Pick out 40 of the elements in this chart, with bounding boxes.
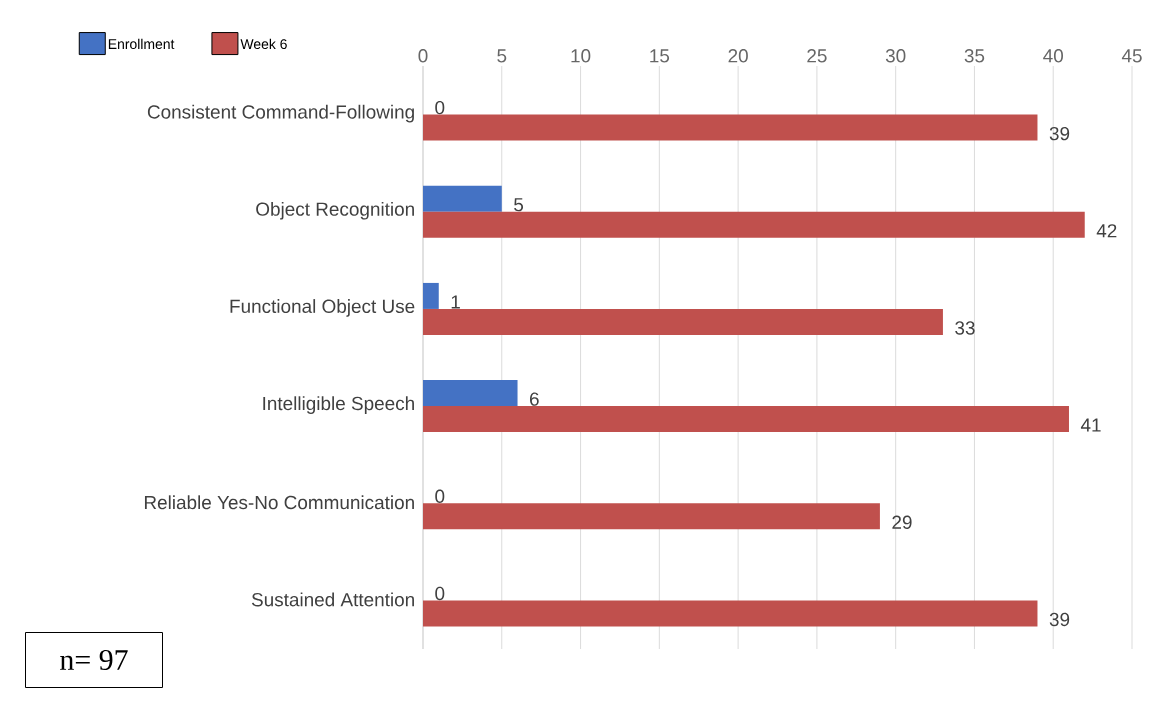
data-label: 6 xyxy=(530,392,539,406)
y-tick-label: Reliable Yes-No Communication xyxy=(144,495,414,510)
x-tick-label: 20 xyxy=(728,49,748,63)
bar xyxy=(423,503,880,530)
bar xyxy=(423,211,1085,238)
bar xyxy=(423,114,1038,141)
x-tick-label: 35 xyxy=(964,49,985,63)
x-tick-label: 45 xyxy=(1121,49,1142,63)
data-label: 41 xyxy=(1080,418,1101,432)
data-label: 0 xyxy=(435,100,445,115)
text: n= 97 xyxy=(60,649,128,671)
data-label: 0 xyxy=(435,586,445,601)
bar xyxy=(423,308,943,335)
data-label: 5 xyxy=(514,198,524,212)
data-label: 39 xyxy=(1049,612,1070,627)
bar xyxy=(423,406,1069,433)
data-label: 33 xyxy=(955,321,975,335)
x-tick-label: 15 xyxy=(650,49,670,63)
y-tick-label: Intelligible Speech xyxy=(263,396,414,414)
bar xyxy=(423,380,518,407)
data-label: 0 xyxy=(435,489,445,503)
x-tick-label: 0 xyxy=(418,49,428,63)
bar xyxy=(423,600,1038,627)
bar xyxy=(423,185,502,212)
bar xyxy=(423,282,439,309)
data-label: 29 xyxy=(892,515,912,529)
x-tick-label: 10 xyxy=(571,49,591,63)
data-label: 39 xyxy=(1049,126,1070,141)
y-tick-label: Functional Object Use xyxy=(230,299,415,317)
y-tick-label: Consistent Command-Following xyxy=(147,104,414,123)
y-tick-label: Object Recognition xyxy=(256,201,414,220)
x-tick-label: 25 xyxy=(807,49,827,63)
x-tick-label: 40 xyxy=(1043,49,1063,63)
legend-label: Week 6 xyxy=(240,38,287,50)
legend-label: Enrollment xyxy=(108,38,175,50)
y-tick-label: Sustained Attention xyxy=(251,592,414,607)
x-tick-label: 30 xyxy=(885,49,906,63)
data-label: 42 xyxy=(1096,224,1117,238)
x-tick-label: 5 xyxy=(497,49,507,63)
data-label: 1 xyxy=(451,295,460,309)
